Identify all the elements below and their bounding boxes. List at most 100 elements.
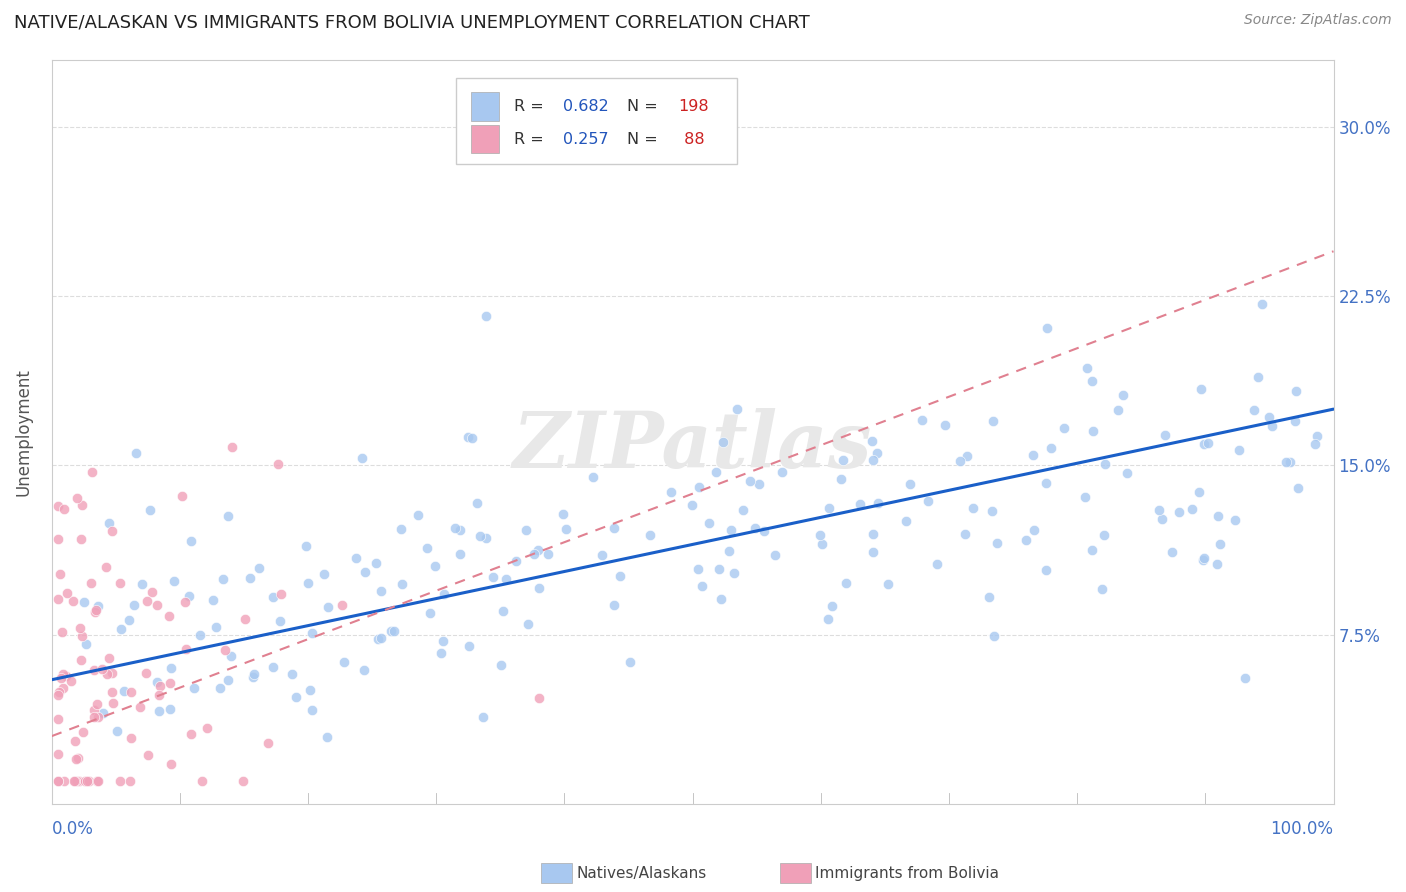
Point [1147, 503, 1170, 517]
Text: N =: N = [627, 132, 664, 146]
Point [554, 522, 576, 536]
Point [75, 774, 97, 789]
Point [862, 527, 884, 541]
Point [212, 572, 235, 586]
Point [120, 731, 142, 746]
Point [66, 774, 89, 789]
Point [118, 774, 141, 789]
Point [173, 595, 195, 609]
Point [333, 655, 356, 669]
Point [720, 523, 742, 537]
Point [472, 710, 495, 724]
Point [262, 591, 284, 605]
Point [1022, 524, 1045, 538]
Point [981, 414, 1004, 428]
Point [180, 534, 202, 549]
Point [100, 524, 122, 539]
Point [87, 774, 110, 789]
Point [256, 736, 278, 750]
Point [294, 539, 316, 553]
Point [364, 556, 387, 570]
Point [425, 558, 447, 573]
Point [416, 541, 439, 556]
Point [148, 688, 170, 702]
Point [101, 685, 124, 699]
Point [1015, 533, 1038, 547]
Text: 100.0%: 100.0% [1271, 820, 1333, 838]
Point [146, 675, 169, 690]
Point [63, 774, 86, 789]
Point [1115, 466, 1137, 480]
Point [981, 503, 1004, 517]
Point [110, 622, 132, 636]
Point [830, 472, 852, 486]
Point [1206, 508, 1229, 523]
Point [475, 531, 498, 545]
Point [1258, 409, 1281, 424]
Point [835, 575, 858, 590]
Point [1150, 511, 1173, 525]
Point [183, 681, 205, 695]
Point [55, 668, 77, 682]
Point [731, 503, 754, 517]
Point [87, 710, 110, 724]
Point [1081, 543, 1104, 558]
Point [690, 579, 713, 593]
Point [135, 593, 157, 607]
Point [108, 774, 131, 789]
Point [817, 612, 839, 626]
Point [740, 475, 762, 489]
Point [201, 592, 224, 607]
Point [956, 449, 979, 463]
Text: ZIPatlas: ZIPatlas [513, 409, 872, 485]
Point [659, 485, 682, 500]
Point [76, 774, 98, 789]
Point [84, 603, 107, 617]
Point [763, 549, 786, 563]
Point [382, 624, 405, 639]
Point [301, 625, 323, 640]
Point [697, 516, 720, 530]
Point [84, 605, 107, 619]
Point [686, 562, 709, 576]
Point [917, 493, 939, 508]
Point [681, 498, 703, 512]
Point [67, 750, 90, 764]
Point [298, 683, 321, 698]
Point [46, 688, 69, 702]
Point [91, 706, 114, 721]
Text: R =: R = [515, 132, 550, 146]
Point [752, 524, 775, 538]
Point [1022, 448, 1045, 462]
Point [159, 702, 181, 716]
Point [718, 544, 741, 558]
Point [619, 655, 641, 669]
Point [46, 774, 69, 789]
Point [1250, 297, 1272, 311]
Point [1206, 557, 1229, 571]
Point [638, 528, 661, 542]
Point [1197, 436, 1219, 450]
Bar [471, 93, 499, 120]
Point [98, 516, 121, 531]
Point [139, 502, 162, 516]
Point [146, 599, 169, 613]
Point [48, 684, 70, 698]
Point [707, 562, 730, 576]
Text: Natives/Alaskans: Natives/Alaskans [576, 866, 707, 880]
Point [495, 572, 517, 586]
Text: Immigrants from Bolivia: Immigrants from Bolivia [815, 866, 1000, 880]
Point [160, 756, 183, 771]
Point [67, 774, 90, 789]
Point [860, 434, 883, 449]
Point [269, 614, 291, 628]
Point [1187, 485, 1209, 500]
Point [1208, 537, 1230, 551]
Point [832, 452, 855, 467]
Point [449, 547, 471, 561]
Point [1243, 402, 1265, 417]
Point [1091, 582, 1114, 597]
Point [52, 667, 75, 681]
Point [280, 666, 302, 681]
Point [1306, 429, 1329, 443]
